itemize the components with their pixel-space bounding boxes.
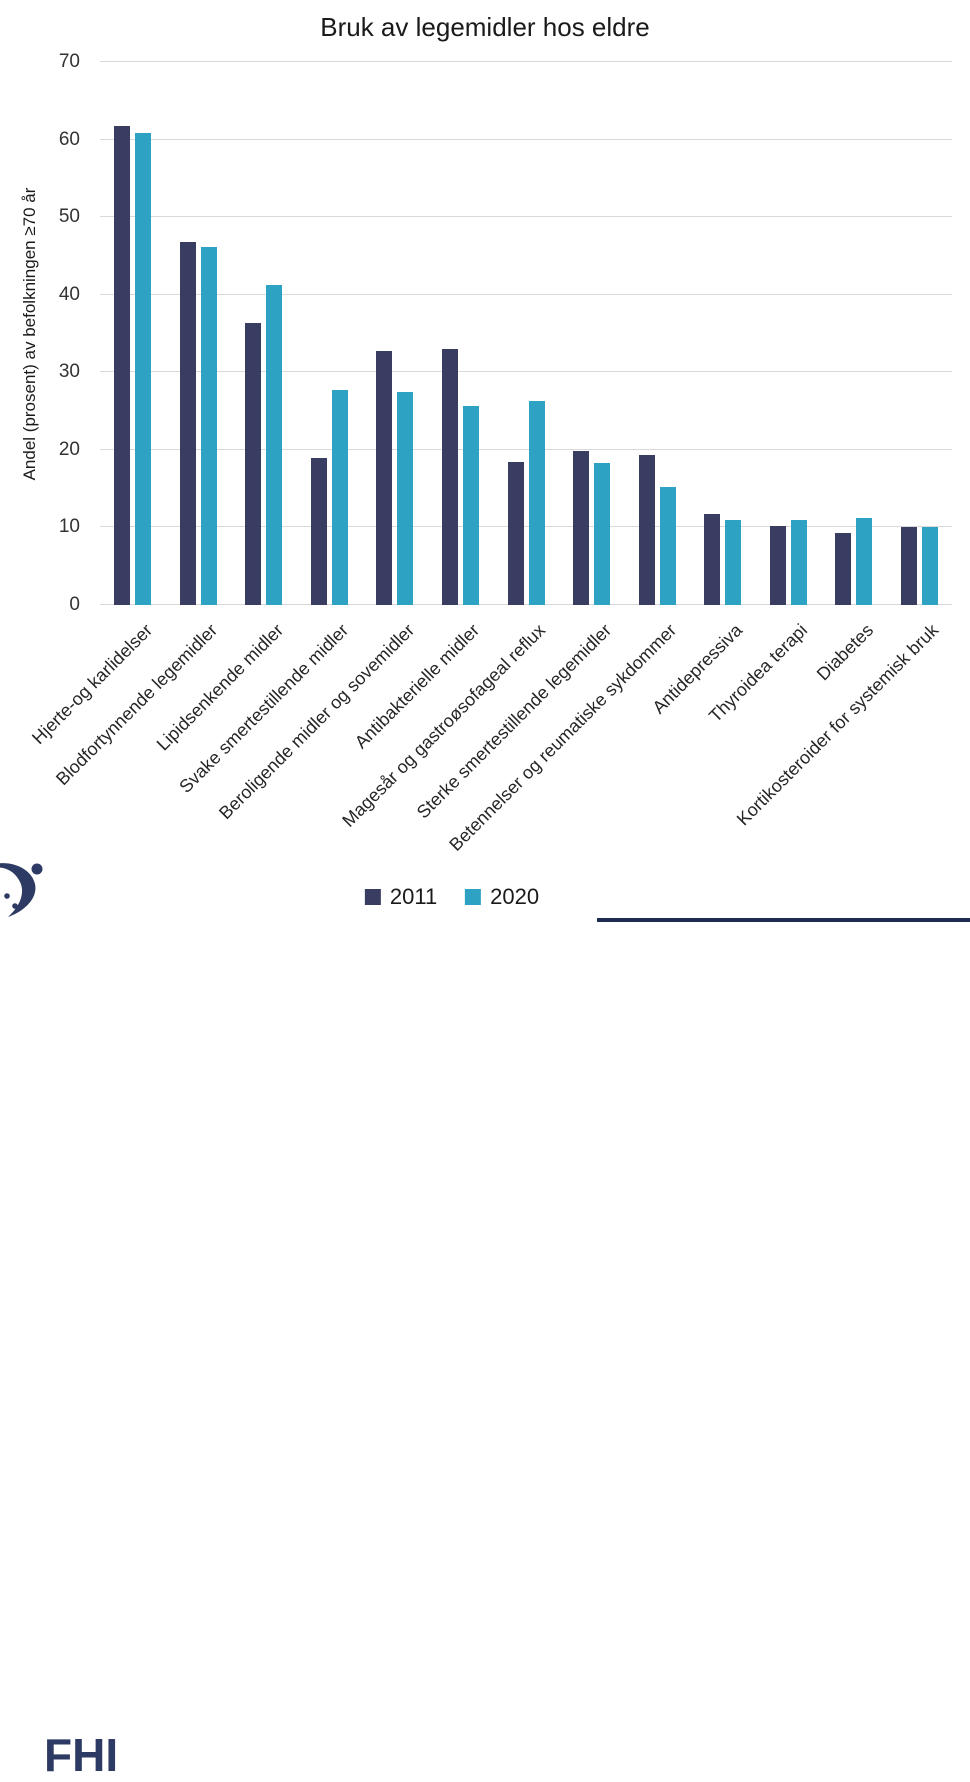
bar-2011 bbox=[179, 241, 196, 605]
bar-2020 bbox=[725, 519, 742, 605]
bar-2011 bbox=[114, 125, 131, 605]
gridline-60 bbox=[100, 138, 952, 140]
bar-2011 bbox=[835, 532, 852, 605]
gridline-10 bbox=[100, 526, 952, 528]
bar-2020 bbox=[462, 406, 479, 605]
gridline-20 bbox=[100, 448, 952, 450]
plot-area bbox=[100, 61, 952, 605]
gridline-40 bbox=[100, 293, 952, 295]
bar-2020 bbox=[397, 392, 414, 605]
x-category-label: Antibakterielle midler bbox=[351, 620, 484, 753]
y-tick-label: 30 bbox=[58, 361, 80, 383]
legend-label: 2011 bbox=[389, 884, 438, 909]
bar-2020 bbox=[266, 284, 283, 605]
y-axis-title: Andel (prosent) av befolkningen ≥70 år bbox=[20, 187, 39, 481]
x-category-label: Hjerte-og karlidelser bbox=[27, 620, 156, 749]
bar-2011 bbox=[245, 323, 262, 605]
bar-2020 bbox=[921, 526, 938, 605]
bar-2011 bbox=[900, 527, 917, 605]
bar-2011 bbox=[769, 525, 786, 605]
gridline-0 bbox=[100, 604, 952, 605]
bar-2011 bbox=[376, 350, 393, 605]
legend-label: 2020 bbox=[490, 884, 540, 909]
legend: 2011 2020 bbox=[364, 884, 539, 910]
bar-2020 bbox=[528, 401, 545, 605]
bottom-rule bbox=[597, 918, 970, 922]
bar-2020 bbox=[594, 463, 611, 605]
y-tick-label: 10 bbox=[58, 516, 80, 538]
chart-title: Bruk av legemidler hos eldre bbox=[320, 12, 650, 42]
bar-2011 bbox=[573, 450, 590, 605]
gridline-70 bbox=[100, 61, 952, 62]
y-tick-label: 20 bbox=[58, 438, 80, 460]
gridline-50 bbox=[100, 216, 952, 218]
y-tick-label: 70 bbox=[58, 51, 80, 72]
legend-item-2011: 2011 bbox=[364, 884, 438, 910]
y-tick-label: 0 bbox=[69, 594, 80, 615]
bar-2011 bbox=[638, 454, 655, 605]
chart-figure: Bruk av legemidler hos eldre Andel (pros… bbox=[0, 12, 970, 1781]
bar-2011 bbox=[310, 457, 327, 605]
gridline-30 bbox=[100, 371, 952, 373]
x-category-label: Betennelser og reumatiske sykdommer bbox=[445, 620, 681, 855]
y-tick-label: 50 bbox=[58, 206, 80, 228]
bar-2011 bbox=[507, 461, 524, 605]
fhi-logo-icon bbox=[0, 863, 43, 917]
x-category-label: Lipidsenkende midler bbox=[152, 620, 287, 755]
y-tick-label: 60 bbox=[58, 128, 80, 150]
bar-2011 bbox=[441, 349, 458, 605]
bar-2011 bbox=[704, 514, 721, 605]
bar-2020 bbox=[659, 487, 676, 605]
bar-2020 bbox=[135, 133, 152, 605]
fhi-logo: FHI bbox=[0, 858, 184, 1781]
legend-swatch-2011 bbox=[364, 889, 381, 905]
bar-2020 bbox=[331, 390, 348, 605]
x-category-label: Diabetes bbox=[812, 620, 877, 685]
legend-swatch-2020 bbox=[465, 889, 482, 905]
bar-2020 bbox=[200, 246, 217, 605]
legend-item-2020: 2020 bbox=[465, 884, 539, 910]
bar-2020 bbox=[790, 520, 807, 605]
bar-2020 bbox=[856, 518, 873, 605]
y-tick-label: 40 bbox=[58, 283, 80, 305]
fhi-logo-text: FHI bbox=[44, 1729, 119, 1781]
